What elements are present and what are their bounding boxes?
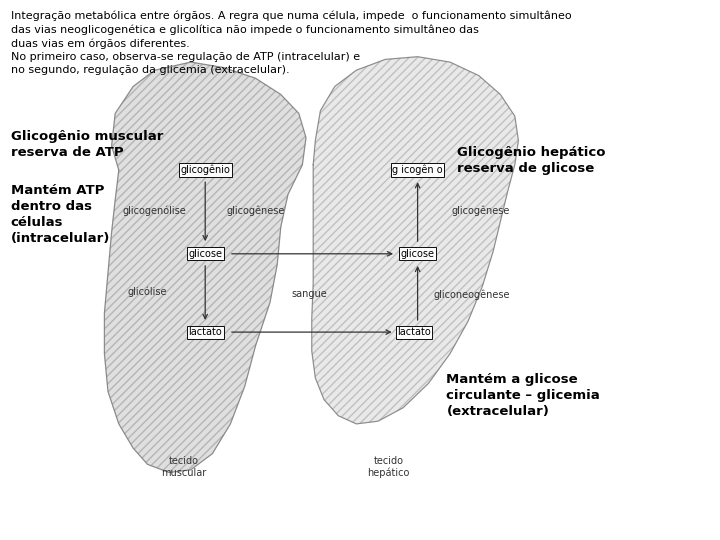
Text: Mantém a glicose
circulante – glicemia
(extracelular): Mantém a glicose circulante – glicemia (… [446,373,600,417]
Text: Mantém ATP
dentro das
células
(intracelular): Mantém ATP dentro das células (intracelu… [11,184,110,245]
Text: tecido
muscular: tecido muscular [161,456,206,478]
Text: glicólise: glicólise [128,286,167,297]
Text: Integração metabólica entre órgãos. A regra que numa célula, impede  o funcionam: Integração metabólica entre órgãos. A re… [11,11,572,76]
Text: gliconeogênese: gliconeogênese [433,289,510,300]
Text: lactato: lactato [189,327,222,337]
Text: glicogênese: glicogênese [226,205,285,216]
Text: g icogên o: g icogên o [392,165,443,176]
Text: glicose: glicose [400,249,435,259]
Text: glicogênio: glicogênio [180,165,230,176]
Text: glicogenólise: glicogenólise [123,205,186,216]
Text: glicose: glicose [188,249,222,259]
Text: glicogênese: glicogênese [451,205,510,216]
Text: sangue: sangue [292,289,328,299]
Polygon shape [312,57,518,424]
Text: Glicogênio muscular
reserva de ATP: Glicogênio muscular reserva de ATP [11,130,163,159]
Text: lactato: lactato [397,327,431,337]
Polygon shape [104,62,306,472]
Text: tecido
hepático: tecido hepático [368,456,410,478]
Text: Glicogênio hepático
reserva de glicose: Glicogênio hepático reserva de glicose [457,146,606,175]
